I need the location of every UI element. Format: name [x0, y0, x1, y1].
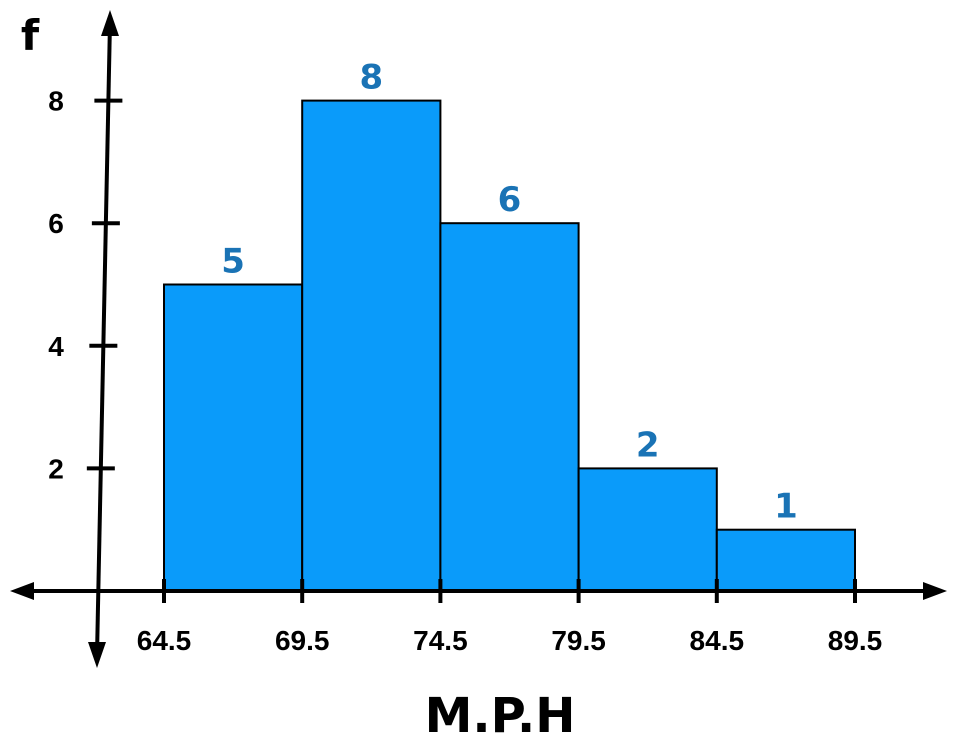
y-tick-label: 2 [48, 453, 64, 484]
data-labels-group: 5 8 6 2 1 [221, 58, 797, 527]
bar-value-label: 1 [774, 487, 798, 527]
x-axis-title: M.P.H [425, 688, 576, 744]
x-tick-label: 69.5 [275, 625, 330, 656]
histogram-bar [301, 99, 442, 592]
histogram-bar [715, 528, 856, 593]
x-tick-label: 84.5 [690, 625, 745, 656]
y-axis-title: f [21, 11, 40, 60]
bar-value-label: 5 [221, 242, 245, 282]
y-tick-label: 8 [48, 86, 64, 117]
x-tick-label: 74.5 [413, 625, 468, 656]
axes-group [10, 10, 947, 668]
histogram-bar [163, 283, 304, 592]
x-tick-label: 89.5 [828, 625, 883, 656]
x-axis-left-arrow [10, 582, 34, 600]
y-axis-line [95, 21, 112, 656]
y-tick-label: 4 [48, 331, 64, 362]
bars-group [163, 99, 856, 593]
histogram-bar [439, 222, 580, 592]
x-tick-label: 64.5 [137, 625, 192, 656]
y-axis-bottom-arrow [88, 642, 106, 668]
y-ticks-group: 2 4 6 8 [48, 86, 123, 484]
y-tick-label: 6 [48, 208, 64, 239]
x-axis-right-arrow [923, 582, 947, 600]
bar-value-label: 8 [359, 58, 383, 98]
y-axis-top-arrow [101, 10, 119, 36]
bar-value-label: 6 [498, 180, 522, 220]
x-tick-label: 79.5 [551, 625, 606, 656]
x-ticks-group: 64.5 69.5 74.5 79.5 84.5 89.5 [137, 579, 883, 656]
histogram-bar [577, 467, 718, 592]
bar-value-label: 2 [636, 425, 660, 465]
